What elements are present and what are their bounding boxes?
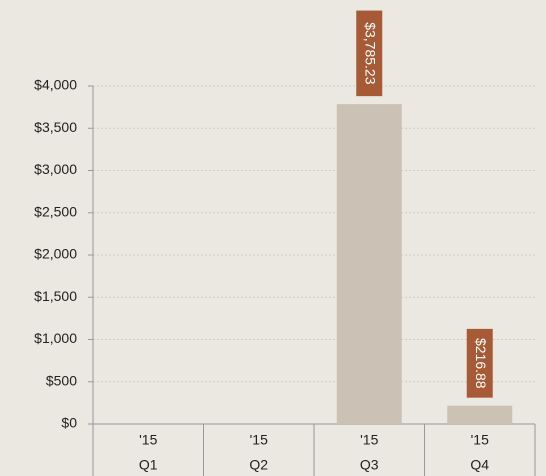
x-year-label: '15 (139, 432, 157, 448)
value-label-box (356, 10, 383, 97)
value-label: $216.88 (473, 338, 489, 389)
x-tick-label: Q4 (470, 457, 489, 473)
bar (447, 405, 513, 424)
x-tick-label: Q3 (360, 457, 379, 473)
x-tick-label: Q1 (139, 457, 158, 473)
y-tick-label: $500 (46, 372, 77, 388)
y-tick-label: $2,000 (34, 246, 77, 262)
y-tick-label: $4,000 (34, 77, 77, 93)
y-tick-label: $3,000 (34, 161, 77, 177)
value-label-box (466, 328, 493, 398)
y-tick-label: $0 (61, 415, 77, 431)
x-year-label: '15 (250, 432, 268, 448)
y-tick-label: $1,500 (34, 288, 77, 304)
x-year-label: '15 (471, 432, 489, 448)
y-tick-label: $2,500 (34, 203, 77, 219)
bar (336, 104, 402, 424)
y-tick-label: $1,000 (34, 330, 77, 346)
y-tick-label: $3,500 (34, 119, 77, 135)
value-label: $3,785.23 (363, 22, 379, 84)
x-tick-label: Q2 (249, 457, 268, 473)
x-year-label: '15 (360, 432, 378, 448)
